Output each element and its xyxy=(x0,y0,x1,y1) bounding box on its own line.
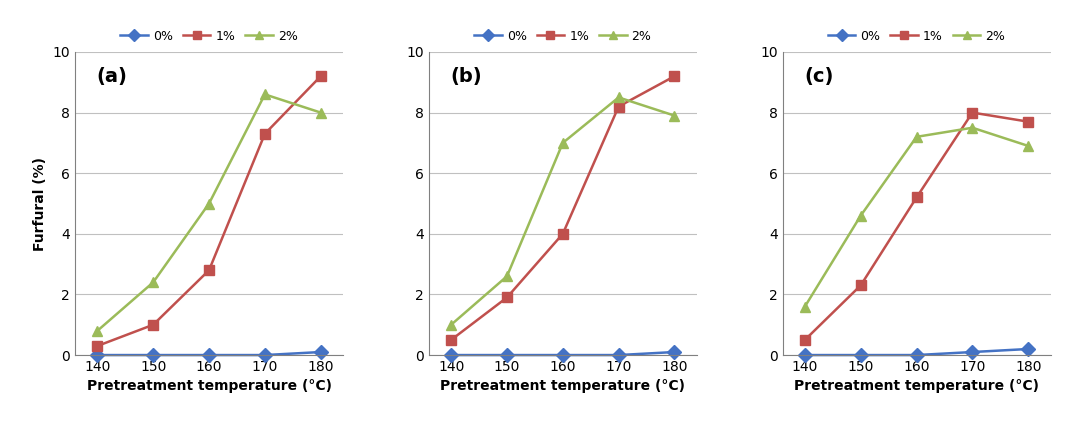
Legend: 0%, 1%, 2%: 0%, 1%, 2% xyxy=(120,30,298,43)
Text: (b): (b) xyxy=(450,67,482,86)
Text: (a): (a) xyxy=(96,67,128,86)
Y-axis label: Furfural (%): Furfural (%) xyxy=(33,156,47,251)
X-axis label: Pretreatment temperature (°C): Pretreatment temperature (°C) xyxy=(794,379,1039,394)
Legend: 0%, 1%, 2%: 0%, 1%, 2% xyxy=(474,30,652,43)
Legend: 0%, 1%, 2%: 0%, 1%, 2% xyxy=(828,30,1006,43)
X-axis label: Pretreatment temperature (°C): Pretreatment temperature (°C) xyxy=(441,379,685,394)
X-axis label: Pretreatment temperature (°C): Pretreatment temperature (°C) xyxy=(87,379,331,394)
Text: (c): (c) xyxy=(804,67,833,86)
